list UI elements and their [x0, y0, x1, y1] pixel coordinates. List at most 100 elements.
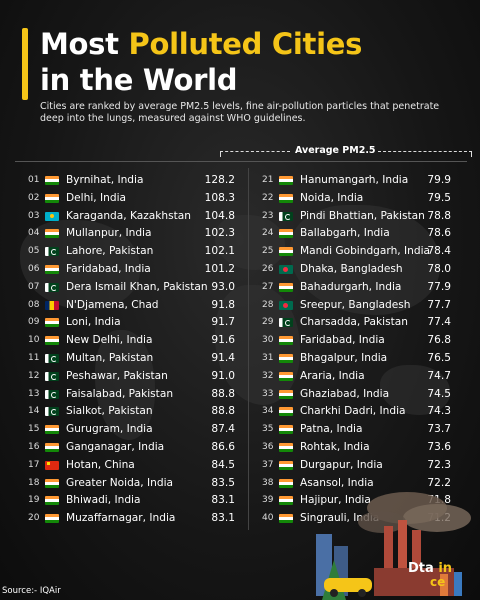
table-row: 07 Dera Ismail Khan, Pakistan 93.0 [28, 279, 235, 297]
city-name: Greater Noida, India [66, 476, 174, 489]
table-row: 33 Ghaziabad, India 74.5 [262, 386, 451, 404]
pm25-value: 79.5 [427, 191, 451, 204]
header-bracket-right [378, 151, 472, 152]
city-name: Delhi, India [66, 191, 127, 204]
city-name: Asansol, India [300, 476, 374, 489]
right-ranking-table: 21 Hanumangarh, India 79.9 22 Noida, India 79… [262, 172, 451, 528]
pm25-value: 76.5 [427, 351, 451, 364]
rank-number: 15 [28, 424, 40, 435]
pollution-illustration: Dta in ce [316, 492, 471, 600]
pm25-value: 88.8 [211, 387, 235, 400]
pm25-value: 91.4 [211, 351, 235, 364]
pm25-value: 77.4 [427, 316, 451, 329]
title-accent-bar [22, 28, 28, 100]
pakistan-flag-icon [45, 389, 59, 399]
india-flag-icon [279, 282, 293, 292]
world-map-south-america [95, 330, 155, 440]
pakistan-flag-icon [279, 211, 293, 221]
pm25-value: 84.5 [211, 458, 235, 471]
rank-number: 34 [262, 406, 274, 417]
rank-number: 36 [262, 441, 274, 452]
rank-number: 38 [262, 477, 274, 488]
city-name: Gurugram, India [66, 423, 153, 436]
svg-text:Dta in: Dta in [408, 561, 452, 576]
table-row: 27 Bahadurgarh, India 77.9 [262, 279, 451, 297]
table-row: 23 Pindi Bhattian, Pakistan 78.8 [262, 208, 451, 226]
pm25-value: 78.6 [427, 227, 451, 240]
table-row: 38 Asansol, India 72.2 [262, 475, 451, 493]
factory-chimney-icon [398, 520, 407, 596]
source-note: Source:- IQAir [2, 586, 61, 596]
city-name: Sialkot, Pakistan [66, 405, 153, 418]
city-name: Multan, Pakistan [66, 351, 154, 364]
india-flag-icon [45, 264, 59, 274]
city-name: Sreepur, Bangladesh [300, 298, 411, 311]
city-name: Dhaka, Bangladesh [300, 262, 403, 275]
pm25-value: 74.3 [427, 405, 451, 418]
india-flag-icon [45, 478, 59, 488]
factory-chimney-icon [384, 526, 393, 596]
india-flag-icon [279, 336, 293, 346]
india-flag-icon [45, 442, 59, 452]
table-row: 37 Durgapur, India 72.3 [262, 457, 451, 475]
india-flag-icon [279, 353, 293, 363]
table-row: 10 New Delhi, India 91.6 [28, 332, 235, 350]
title-prefix: Most [40, 27, 129, 61]
rank-number: 23 [262, 210, 274, 221]
factory-chimney-icon [412, 530, 421, 596]
rank-number: 24 [262, 228, 274, 239]
brand-text-4: ce [430, 575, 445, 589]
pm25-value: 104.8 [204, 209, 235, 222]
rank-number: 12 [28, 370, 40, 381]
rank-number: 31 [262, 352, 274, 363]
pm25-value: 102.3 [204, 227, 235, 240]
china-flag-icon [45, 460, 59, 470]
column-header: Average PM2.5 [220, 145, 472, 159]
world-map-north-america [20, 220, 140, 310]
table-row: 13 Faisalabad, Pakistan 88.8 [28, 386, 235, 404]
city-name: Faisalabad, Pakistan [66, 387, 174, 400]
city-name: Bhagalpur, India [300, 351, 388, 364]
table-row: 14 Sialkot, Pakistan 88.8 [28, 403, 235, 421]
pakistan-flag-icon [45, 407, 59, 417]
city-name: Ganganagar, India [66, 440, 165, 453]
city-name: Hajipur, India [300, 494, 371, 507]
city-name: Noida, India [300, 191, 364, 204]
rank-number: 27 [262, 281, 274, 292]
pakistan-flag-icon [45, 282, 59, 292]
rank-number: 22 [262, 192, 274, 203]
column-header-label: Average PM2.5 [295, 145, 376, 156]
rank-number: 21 [262, 175, 274, 185]
pm25-value: 83.1 [211, 494, 235, 507]
pm25-value: 91.8 [211, 298, 235, 311]
header-bracket-right-tick [471, 151, 472, 157]
pm25-value: 78.0 [427, 262, 451, 275]
pm25-value: 73.7 [427, 423, 451, 436]
city-name: Faridabad, India [300, 334, 385, 347]
header-bracket-left [220, 151, 290, 152]
table-row: 24 Ballabgarh, India 78.6 [262, 225, 451, 243]
table-row: 01 Byrnihat, India 128.2 [28, 172, 235, 190]
table-row: 35 Patna, India 73.7 [262, 421, 451, 439]
pakistan-flag-icon [45, 353, 59, 363]
table-row: 09 Loni, India 91.7 [28, 314, 235, 332]
pm25-value: 72.2 [427, 476, 451, 489]
pm25-value: 87.4 [211, 423, 235, 436]
india-flag-icon [279, 460, 293, 470]
person-icon [440, 574, 448, 596]
table-row: 05 Lahore, Pakistan 102.1 [28, 243, 235, 261]
pm25-value: 78.8 [427, 209, 451, 222]
pm25-value: 73.6 [427, 440, 451, 453]
column-divider [248, 168, 249, 530]
india-flag-icon [45, 229, 59, 239]
pakistan-flag-icon [45, 247, 59, 257]
table-row: 12 Peshawar, Pakistan 91.0 [28, 368, 235, 386]
pm25-value: 93.0 [211, 280, 235, 293]
table-row: 34 Charkhi Dadri, India 74.3 [262, 403, 451, 421]
header-bracket-left-tick [220, 151, 221, 157]
table-row: 36 Rohtak, India 73.6 [262, 439, 451, 457]
rank-number: 35 [262, 424, 274, 435]
pm25-value: 72.3 [427, 458, 451, 471]
rank-number: 19 [28, 495, 40, 506]
city-name: Charkhi Dadri, India [300, 405, 406, 418]
